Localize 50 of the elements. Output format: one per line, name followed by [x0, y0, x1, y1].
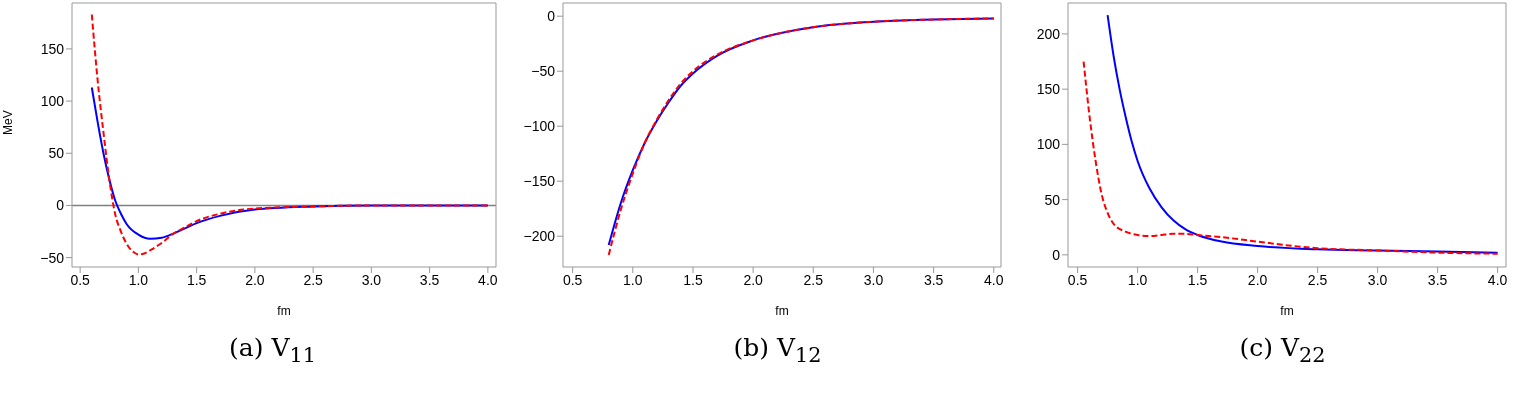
x-tick-label: 3.5	[923, 271, 944, 288]
y-tick-label: 50	[48, 145, 65, 162]
y-tick-label: −150	[523, 173, 556, 190]
y-tick-label: 200	[1036, 25, 1061, 42]
y-tick-label: 50	[1044, 191, 1061, 208]
y-tick-label: −100	[523, 118, 556, 135]
x-tick-label: 0.5	[562, 271, 583, 288]
x-tick-label: 2.0	[1247, 271, 1268, 288]
x-tick-label: 3.0	[1367, 271, 1388, 288]
y-tick-label: 0	[1052, 246, 1061, 263]
x-tick-label: 3.0	[863, 271, 884, 288]
y-tick-label: 150	[1036, 81, 1061, 98]
x-tick-label: 1.5	[1187, 271, 1208, 288]
y-tick-label: 0	[547, 8, 556, 25]
text: (a) V$_{11}$	[228, 333, 317, 367]
line-series	[1106, 14, 1499, 254]
x-tick-label: 2.0	[743, 271, 764, 288]
x-tick-label: 1.5	[186, 271, 207, 288]
y-tick-label: 100	[40, 93, 65, 110]
y-tick-label: −50	[40, 249, 65, 266]
x-tick-label: 1.5	[683, 271, 703, 288]
x-tick-label: 1.0	[128, 271, 149, 288]
x-axis-title: fm	[277, 304, 291, 318]
text: (b) V$_{12}$	[732, 333, 823, 367]
text: (c) V$_{22}$	[1238, 333, 1327, 367]
x-tick-label: 4.0	[984, 271, 1004, 288]
y-tick-label: −200	[523, 228, 556, 245]
x-tick-label: 2.5	[303, 271, 324, 288]
line-series	[1082, 60, 1499, 255]
y-axis-title: MeV	[1, 110, 16, 135]
x-tick-label: 3.5	[1427, 271, 1448, 288]
x-tick-label: 1.0	[623, 271, 643, 288]
x-tick-label: 0.5	[70, 271, 91, 288]
line-series	[90, 86, 489, 240]
x-tick-label: 2.0	[245, 271, 265, 288]
x-tick-label: 3.0	[361, 271, 382, 288]
y-tick-label: 100	[1036, 136, 1061, 153]
x-axis-title: fm	[1280, 304, 1294, 318]
y-tick-label: −50	[531, 63, 556, 80]
x-tick-label: 2.5	[803, 271, 824, 288]
x-tick-label: 0.5	[1067, 271, 1088, 288]
x-tick-label: 4.0	[1487, 271, 1508, 288]
x-axis-title: fm	[775, 304, 789, 318]
x-tick-label: 1.0	[1127, 271, 1148, 288]
y-tick-label: 0	[56, 197, 65, 214]
x-tick-label: 2.5	[1307, 271, 1328, 288]
y-tick-label: 150	[40, 40, 65, 57]
x-tick-label: 4.0	[478, 271, 498, 288]
line-series	[90, 13, 489, 256]
x-tick-label: 3.5	[419, 271, 440, 288]
